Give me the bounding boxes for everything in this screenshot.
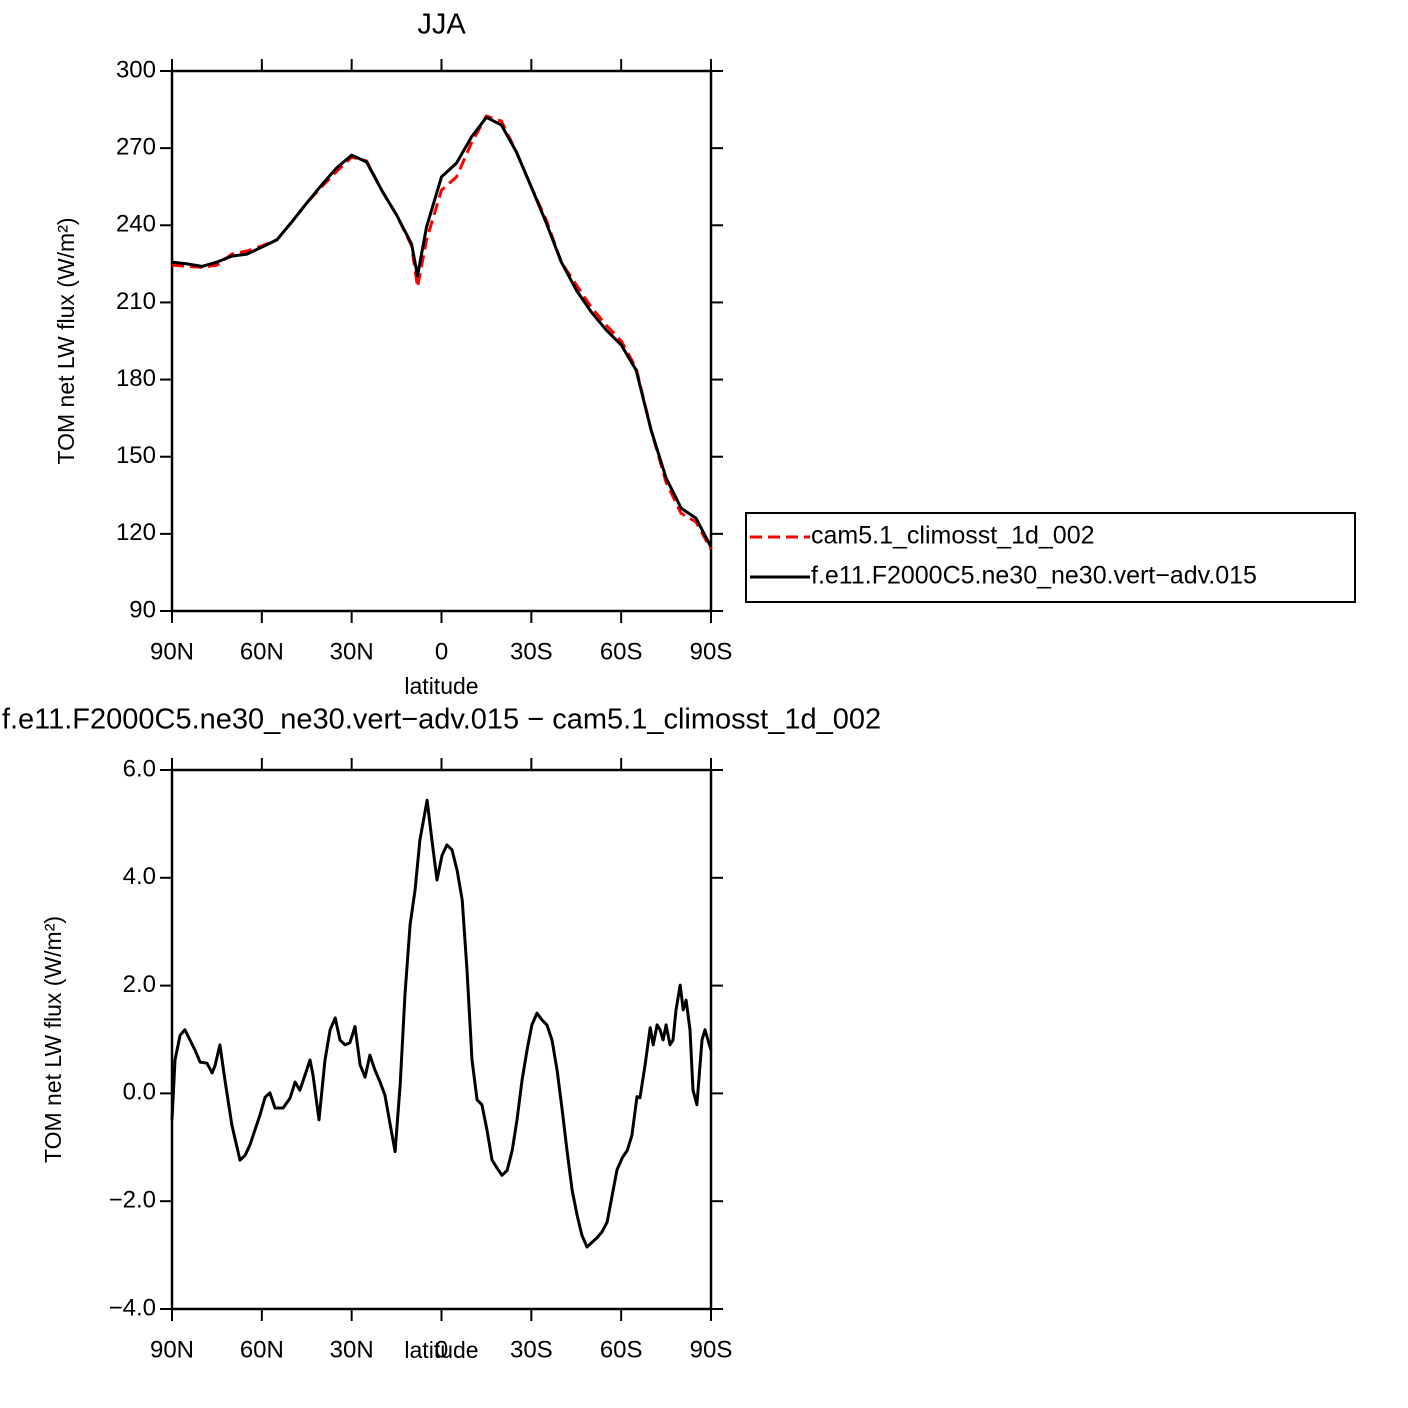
y-tick-label: 90: [129, 596, 156, 623]
y-tick-label: 120: [116, 519, 156, 546]
legend-box: [745, 512, 1356, 603]
y-tick-label: 2.0: [123, 971, 156, 998]
x-tick-label: 0: [435, 638, 448, 665]
x-tick-label: 0: [435, 1336, 448, 1363]
chart-title: f.e11.F2000C5.ne30_ne30.vert−adv.015 − c…: [2, 704, 881, 736]
x-tick-label: 30N: [330, 638, 374, 665]
y-tick-label: 0.0: [123, 1079, 156, 1106]
data-line: [171, 115, 713, 548]
legend-label: f.e11.F2000C5.ne30_ne30.vert−adv.015: [811, 562, 1257, 590]
x-tick-label: 90S: [690, 638, 733, 665]
y-axis-label: TOM net LW flux (W/m²): [40, 916, 66, 1163]
x-tick-label: 90N: [150, 638, 194, 665]
x-tick-label: 60N: [240, 1336, 284, 1363]
y-tick-label: 240: [116, 211, 156, 238]
x-tick-label: 30N: [330, 1336, 374, 1363]
legend-label: cam5.1_climosst_1d_002: [811, 522, 1095, 550]
chart-title: JJA: [417, 9, 466, 41]
x-tick-label: 60S: [600, 638, 643, 665]
data-line: [170, 798, 713, 1249]
x-tick-label: 60S: [600, 1336, 643, 1363]
y-tick-label: 4.0: [123, 863, 156, 890]
x-tick-label: 90N: [150, 1336, 194, 1363]
plot-frame: [170, 768, 713, 1311]
y-tick-label: 150: [116, 442, 156, 469]
x-tick-label: 30S: [510, 1336, 553, 1363]
y-axis-label: TOM net LW flux (W/m²): [53, 217, 79, 464]
plot-frame: [170, 69, 713, 613]
x-tick-label: 30S: [510, 638, 553, 665]
y-tick-label: 210: [116, 288, 156, 315]
y-tick-label: 270: [116, 133, 156, 160]
y-tick-label: 300: [116, 56, 156, 83]
y-tick-label: 180: [116, 365, 156, 392]
y-tick-label: 6.0: [123, 755, 156, 782]
y-tick-label: −2.0: [109, 1187, 156, 1214]
x-tick-label: 90S: [690, 1336, 733, 1363]
y-tick-label: −4.0: [109, 1294, 156, 1321]
x-axis-label: latitude: [404, 673, 478, 699]
x-axis-label: latitude: [404, 1337, 478, 1363]
x-tick-label: 60N: [240, 638, 284, 665]
